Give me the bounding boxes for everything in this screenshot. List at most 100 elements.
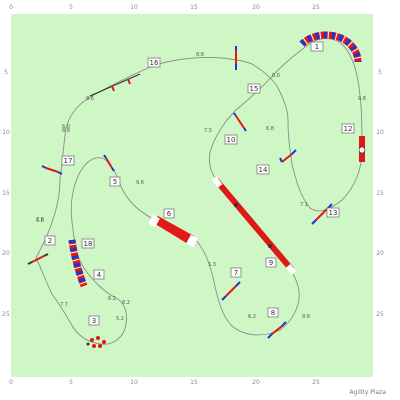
svg-text:7: 7 <box>234 269 238 277</box>
tick-label: 0 <box>9 4 13 11</box>
tick-label: 25 <box>312 4 320 11</box>
distance-label: 8.8 <box>62 128 70 134</box>
number-label-10: 10 <box>224 134 238 145</box>
bar-jump-5 <box>103 154 115 172</box>
number-label-4: 4 <box>93 269 105 280</box>
distance-label: 5.3 <box>208 262 216 268</box>
axis-top: 0 5 10 15 20 25 <box>9 4 320 11</box>
svg-text:8: 8 <box>271 309 275 317</box>
svg-text:9: 9 <box>269 259 273 267</box>
number-label-8: 8 <box>267 307 279 318</box>
distance-label: 9.8 <box>358 96 366 102</box>
distance-label: 7.7 <box>60 302 68 308</box>
bar-jump-8 <box>267 321 287 339</box>
svg-text:2: 2 <box>48 237 52 245</box>
number-label-3: 3 <box>88 315 100 326</box>
tick-label: 20 <box>2 250 10 257</box>
bar-jump-10 <box>233 112 247 132</box>
tick-label: 15 <box>376 190 384 197</box>
number-label-2: 2 <box>44 235 56 246</box>
distance-label: 6.0 <box>36 218 44 224</box>
svg-text:16: 16 <box>150 59 159 67</box>
bar-jump-14 <box>279 149 297 163</box>
number-label-12: 12 <box>341 123 355 134</box>
distance-label: 7.6 <box>36 217 44 223</box>
pause-box <box>86 336 106 348</box>
svg-text:3: 3 <box>92 317 96 325</box>
bar-jumps <box>27 46 333 339</box>
straight-tunnel <box>148 214 198 248</box>
dog-walk <box>211 176 297 275</box>
distance-label: 6.0 <box>62 124 70 130</box>
distance-label: 6.2 <box>248 314 256 320</box>
svg-text:4: 4 <box>97 271 102 279</box>
number-label-15: 15 <box>247 83 261 94</box>
distance-label: 7.5 <box>204 128 212 134</box>
number-label-13: 13 <box>326 207 340 218</box>
number-label-6: 6 <box>163 208 175 219</box>
tick-label: 10 <box>130 379 138 386</box>
svg-text:13: 13 <box>329 209 338 217</box>
bar-jump-13 <box>311 203 333 225</box>
tick-label: 0 <box>9 379 13 386</box>
distance-label: 7.1 <box>300 202 308 208</box>
tick-label: 5 <box>69 379 73 386</box>
svg-text:18: 18 <box>84 240 93 248</box>
tick-label: 20 <box>252 379 260 386</box>
bar-jump-7 <box>221 281 241 301</box>
tick-label: 5 <box>69 4 73 11</box>
tire-obstacle <box>358 136 366 162</box>
bar-jump-17 <box>41 165 63 175</box>
tick-label: 25 <box>2 311 10 318</box>
number-label-16: 16 <box>147 57 161 68</box>
distance-label: 8.8 <box>196 52 204 58</box>
distance-label: 8.2 <box>122 300 130 306</box>
distance-label: 9.6 <box>136 180 144 186</box>
axis-right: 5 10 15 20 25 <box>376 69 384 318</box>
curved-tunnel <box>299 31 362 63</box>
course-field <box>11 14 373 377</box>
number-label-14: 14 <box>256 164 270 175</box>
weave-poles <box>68 239 88 288</box>
tick-label: 10 <box>2 129 10 136</box>
tick-label: 5 <box>4 69 8 76</box>
number-label-5: 5 <box>109 176 121 187</box>
svg-text:5: 5 <box>113 178 117 186</box>
tick-label: 5 <box>378 69 382 76</box>
long-jump <box>89 73 141 97</box>
tick-label: 20 <box>376 250 384 257</box>
tick-label: 25 <box>312 379 320 386</box>
svg-text:12: 12 <box>344 125 353 133</box>
tick-label: 20 <box>252 4 260 11</box>
axis-left: 5 10 15 20 25 <box>2 69 10 318</box>
tick-label: 15 <box>190 4 198 11</box>
svg-text:10: 10 <box>227 136 236 144</box>
number-label-9: 9 <box>265 257 277 268</box>
tick-label: 10 <box>376 129 384 136</box>
svg-text:14: 14 <box>259 166 268 174</box>
svg-text:15: 15 <box>250 85 259 93</box>
distance-labels: 5.2 7.7 6.2 6.0 9.6 5.3 6.2 9.8 9.8 7.1 … <box>36 52 366 322</box>
bar-jump-2 <box>27 253 49 265</box>
handler-path <box>35 157 161 345</box>
number-label-17: 17 <box>61 155 75 166</box>
number-label-18: 18 <box>81 238 95 249</box>
svg-text:6: 6 <box>167 210 172 218</box>
svg-text:1: 1 <box>315 43 319 51</box>
svg-text:17: 17 <box>64 157 73 165</box>
tick-label: 15 <box>190 379 198 386</box>
credit-label: Agility Plaza <box>349 389 386 396</box>
distance-label: 8.6 <box>86 96 94 102</box>
number-label-1: 1 <box>310 41 324 52</box>
distance-label: 6.8 <box>266 126 274 132</box>
distance-label: 8.0 <box>272 73 280 79</box>
distance-label: 9.8 <box>302 314 310 320</box>
handler-path <box>35 38 363 259</box>
distance-label: 5.2 <box>116 316 124 322</box>
obstacle-numbers: 1 2 3 4 5 6 7 8 9 10 11 12 13 14 15 16 1… <box>44 41 355 326</box>
tick-label: 15 <box>2 190 10 197</box>
tick-label: 25 <box>376 311 384 318</box>
distance-label: 6.2 <box>108 296 116 302</box>
tick-label: 10 <box>130 4 138 11</box>
